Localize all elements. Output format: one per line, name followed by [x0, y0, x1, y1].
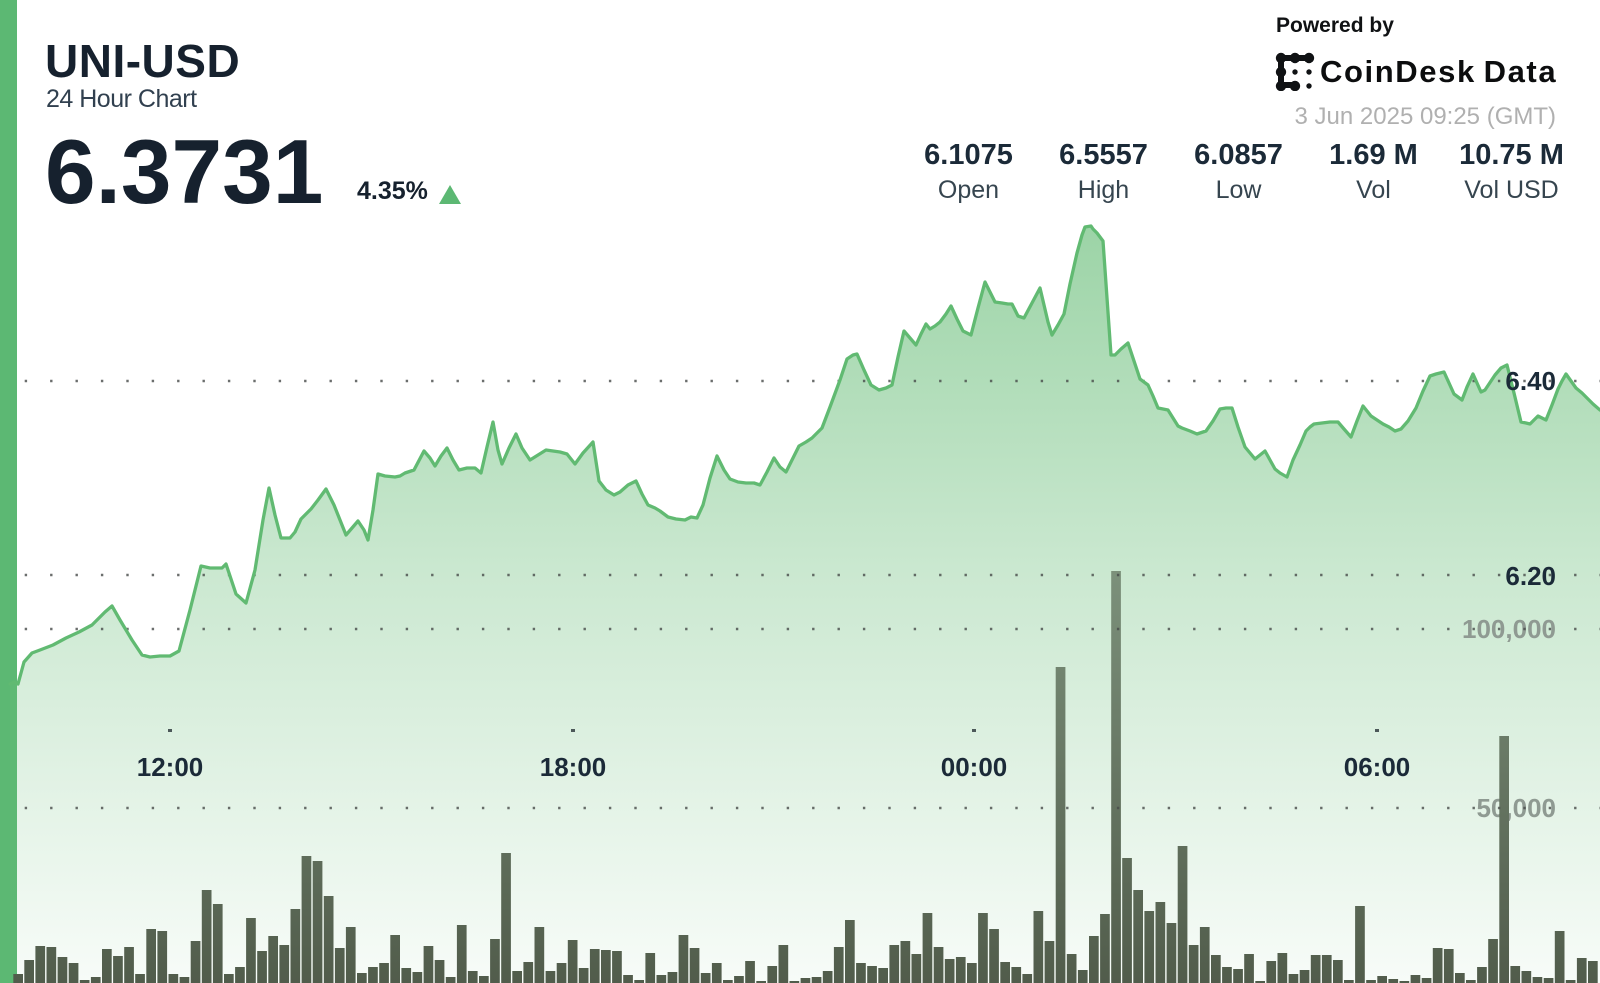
- svg-text:50,000: 50,000: [1476, 793, 1556, 823]
- svg-text:100,000: 100,000: [1462, 614, 1556, 644]
